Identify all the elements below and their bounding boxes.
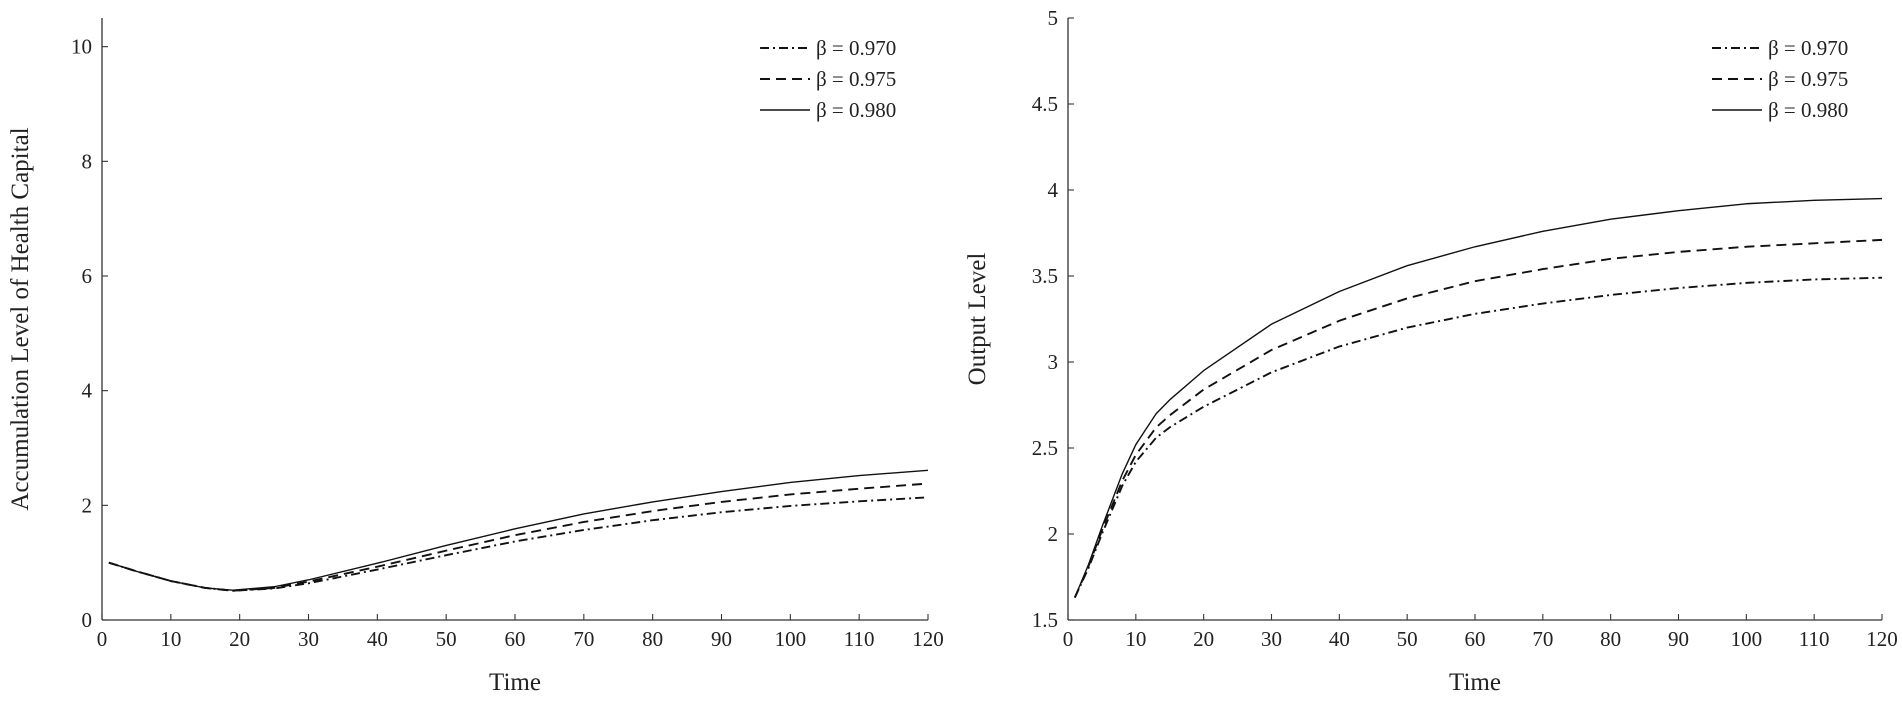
- y-axis-title: Output Level: [964, 253, 991, 386]
- x-tick-label: 40: [1329, 627, 1350, 651]
- x-tick-label: 70: [1532, 627, 1553, 651]
- y-tick-label: 8: [82, 149, 93, 173]
- y-axis-title: Accumulation Level of Health Capital: [7, 127, 34, 510]
- chart-panel-1: 0 10 20 30 40 50 60 70 80 90 100 110 120 0 2 4 6 8 10 Time A…: [7, 18, 944, 696]
- x-tick-label: 0: [97, 627, 108, 651]
- y-tick-label: 2: [1048, 522, 1059, 546]
- x-tick-label: 80: [1600, 627, 1621, 651]
- y-tick-label: 4: [82, 379, 93, 403]
- legend-label-2: β = 0.975: [1768, 67, 1848, 91]
- x-tick-label: 110: [844, 627, 875, 651]
- y-tick-label: 2: [82, 493, 93, 517]
- x-tick-label: 90: [711, 627, 732, 651]
- y-tick-label: 6: [82, 264, 93, 288]
- x-axis-title: Time: [1449, 669, 1501, 696]
- y-tick-label: 0: [82, 608, 93, 632]
- x-tick-label: 30: [1261, 627, 1282, 651]
- legend-label-3: β = 0.980: [816, 98, 896, 122]
- x-tick-label: 0: [1063, 627, 1074, 651]
- x-tick-label: 10: [1125, 627, 1146, 651]
- y-tick-label: 2.5: [1032, 436, 1058, 460]
- x-axis-title: Time: [489, 669, 541, 696]
- legend-label-1: β = 0.970: [1768, 36, 1848, 60]
- x-tick-label: 50: [1397, 627, 1418, 651]
- x-tick-label: 110: [1799, 627, 1830, 651]
- x-tick-label: 20: [229, 627, 250, 651]
- x-tick-label: 70: [573, 627, 594, 651]
- legend-label-1: β = 0.970: [816, 36, 896, 60]
- x-tick-label: 40: [367, 627, 388, 651]
- y-tick-label: 3: [1048, 350, 1059, 374]
- series-line-3: [108, 469, 929, 591]
- y-tick-label: 10: [71, 35, 92, 59]
- x-tick-label: 60: [1465, 627, 1486, 651]
- chart-panel-2: 0 10 20 30 40 50 60 70 80 90 100 110 120 1.5 2 2.5 3 3.5 4…: [964, 6, 1898, 696]
- x-tick-label: 30: [298, 627, 319, 651]
- y-tick-label: 3.5: [1032, 264, 1058, 288]
- y-tick-label: 4: [1048, 178, 1059, 202]
- x-tick-label: 60: [505, 627, 526, 651]
- series-line-2: [1073, 238, 1883, 599]
- y-tick-label: 4.5: [1032, 92, 1058, 116]
- legend-label-3: β = 0.980: [1768, 98, 1848, 122]
- x-tick-label: 10: [160, 627, 181, 651]
- x-tick-label: 100: [1731, 627, 1763, 651]
- x-tick-label: 90: [1668, 627, 1689, 651]
- series-line-1: [108, 496, 929, 592]
- legend-label-2: β = 0.975: [816, 67, 896, 91]
- series-line-1: [1073, 276, 1883, 599]
- x-tick-label: 100: [775, 627, 807, 651]
- x-tick-label: 120: [1866, 627, 1898, 651]
- y-tick-label: 5: [1048, 6, 1059, 30]
- x-tick-label: 120: [912, 627, 944, 651]
- series-line-3: [1074, 197, 1883, 598]
- x-tick-label: 20: [1193, 627, 1214, 651]
- x-tick-label: 80: [642, 627, 663, 651]
- x-tick-label: 50: [436, 627, 457, 651]
- series-line-2: [108, 482, 929, 592]
- y-tick-label: 1.5: [1032, 608, 1058, 632]
